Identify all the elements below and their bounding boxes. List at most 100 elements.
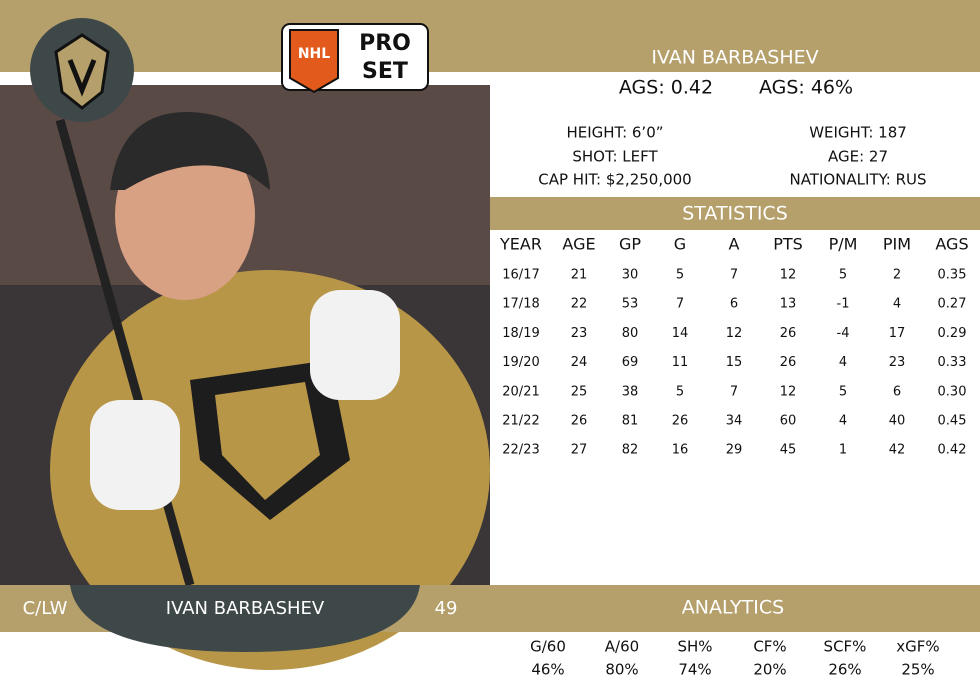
- stat-cell: 38: [622, 384, 639, 399]
- stat-cell: 13: [780, 297, 797, 312]
- stat-header: GP: [619, 235, 641, 254]
- stat-cell: 17: [889, 326, 906, 341]
- ags-summary: AGS: 0.42: [619, 77, 713, 99]
- analytics-value: 74%: [678, 661, 711, 679]
- stat-cell: 16/17: [502, 268, 539, 283]
- stat-cell: 21: [571, 268, 588, 283]
- stat-cell: 60: [780, 414, 797, 429]
- stat-cell: 26: [571, 414, 588, 429]
- stat-cell: 0.27: [938, 297, 967, 312]
- stat-cell: 11: [672, 355, 689, 370]
- stat-cell: 34: [726, 414, 743, 429]
- analytics-header: A/60: [605, 638, 639, 656]
- stat-cell: 23: [571, 326, 588, 341]
- stat-cell: 17/18: [502, 297, 539, 312]
- stat-header: A: [729, 235, 740, 254]
- stat-cell: 18/19: [502, 326, 539, 341]
- stat-cell: 40: [889, 414, 906, 429]
- bio-item: NATIONALITY: RUS: [789, 171, 926, 189]
- analytics-value: 80%: [605, 661, 638, 679]
- stat-header: AGS: [935, 235, 968, 254]
- stat-cell: 5: [839, 384, 847, 399]
- stat-cell: 25: [571, 384, 588, 399]
- stat-cell: 4: [893, 297, 901, 312]
- stat-cell: 2: [893, 268, 901, 283]
- team-logo-shield: [54, 33, 110, 110]
- stat-cell: 0.33: [938, 355, 967, 370]
- stat-cell: 12: [726, 326, 743, 341]
- stat-cell: 22: [571, 297, 588, 312]
- stat-cell: 16: [672, 443, 689, 458]
- stat-header: PIM: [883, 235, 911, 254]
- analytics-header: CF%: [753, 638, 786, 656]
- stat-header: AGE: [562, 235, 595, 254]
- stat-cell: 53: [622, 297, 639, 312]
- stat-cell: 82: [622, 443, 639, 458]
- stat-cell: 12: [780, 384, 797, 399]
- stat-cell: 0.35: [938, 268, 967, 283]
- bio-item: HEIGHT: 6’0”: [566, 124, 663, 142]
- analytics-header: xGF%: [896, 638, 939, 656]
- stat-cell: 20/21: [502, 384, 539, 399]
- stat-cell: 30: [622, 268, 639, 283]
- brand-line2: SET: [362, 59, 408, 84]
- statistics-title: STATISTICS: [682, 203, 788, 225]
- stat-cell: 0.42: [938, 443, 967, 458]
- name-plate: [70, 585, 420, 652]
- stat-cell: 14: [672, 326, 689, 341]
- stat-cell: 45: [780, 443, 797, 458]
- stat-cell: 19/20: [502, 355, 539, 370]
- analytics-value: 46%: [531, 661, 564, 679]
- stat-cell: 21/22: [502, 414, 539, 429]
- stat-cell: -1: [837, 297, 850, 312]
- brand-league: NHL: [298, 46, 330, 62]
- analytics-header: SH%: [677, 638, 712, 656]
- stat-cell: 6: [893, 384, 901, 399]
- analytics-header: G/60: [530, 638, 566, 656]
- stat-cell: 24: [571, 355, 588, 370]
- analytics-title: ANALYTICS: [682, 597, 784, 619]
- stat-cell: 42: [889, 443, 906, 458]
- stat-cell: 4: [839, 414, 847, 429]
- position: C/LW: [23, 598, 68, 619]
- stat-cell: 0.45: [938, 414, 967, 429]
- stat-cell: 69: [622, 355, 639, 370]
- stat-cell: 5: [676, 268, 684, 283]
- stat-cell: 29: [726, 443, 743, 458]
- stat-cell: 7: [730, 268, 738, 283]
- stat-cell: 22/23: [502, 443, 539, 458]
- statistics-band: [490, 197, 980, 230]
- stat-cell: 6: [730, 297, 738, 312]
- stat-cell: 5: [839, 268, 847, 283]
- stat-cell: 15: [726, 355, 743, 370]
- stat-cell: 0.29: [938, 326, 967, 341]
- footer-name: IVAN BARBASHEV: [166, 598, 325, 619]
- ags-summary: AGS: 46%: [759, 77, 853, 99]
- player-photo: [0, 85, 490, 670]
- stat-cell: 23: [889, 355, 906, 370]
- stat-cell: 26: [672, 414, 689, 429]
- analytics-value: 26%: [828, 661, 861, 679]
- analytics-value: 25%: [901, 661, 934, 679]
- bio-item: SHOT: LEFT: [572, 148, 658, 166]
- stat-cell: 80: [622, 326, 639, 341]
- stat-header: YEAR: [499, 235, 542, 254]
- player-name: IVAN BARBASHEV: [651, 47, 818, 69]
- stat-cell: 1: [839, 443, 847, 458]
- analytics-value: 20%: [753, 661, 786, 679]
- stat-cell: 26: [780, 326, 797, 341]
- jersey-number: 49: [435, 598, 458, 619]
- stat-cell: 27: [571, 443, 588, 458]
- brand-logo: NHL PRO SET: [281, 23, 429, 94]
- stat-cell: 81: [622, 414, 639, 429]
- analytics-header: SCF%: [824, 638, 867, 656]
- bio-item: WEIGHT: 187: [809, 124, 907, 142]
- stat-cell: 5: [676, 384, 684, 399]
- bio-item: CAP HIT: $2,250,000: [538, 171, 691, 189]
- team-logo-mark: [67, 59, 97, 97]
- stat-cell: 4: [839, 355, 847, 370]
- top-band: [0, 0, 980, 72]
- brand-line1: PRO: [359, 31, 411, 56]
- stat-cell: 12: [780, 268, 797, 283]
